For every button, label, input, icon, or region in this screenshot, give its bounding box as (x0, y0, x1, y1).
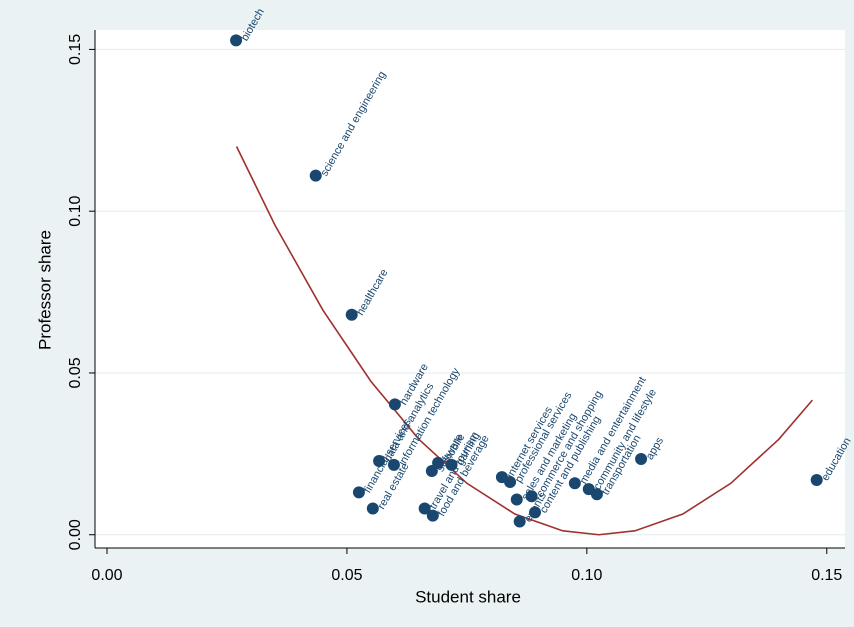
point (504, 475, 517, 488)
point (568, 477, 581, 490)
x-tick-label: 0.05 (331, 567, 362, 584)
point (352, 486, 365, 499)
point (345, 308, 358, 321)
point (529, 506, 542, 519)
point (810, 474, 823, 487)
x-tick-label: 0.10 (571, 567, 602, 584)
x-tick-label: 0.15 (811, 567, 842, 584)
point (373, 454, 386, 467)
point (230, 34, 243, 47)
x-tick-label: 0.00 (91, 567, 122, 584)
point (387, 458, 400, 471)
point (426, 509, 439, 522)
plot-area (95, 30, 845, 548)
point (513, 515, 526, 528)
point (425, 464, 438, 477)
point (366, 502, 379, 515)
y-axis-title: Professor share (35, 230, 54, 350)
point (525, 490, 538, 503)
point (388, 398, 401, 411)
x-axis-title: Student share (415, 587, 521, 606)
point (510, 493, 523, 506)
y-tick-label: 0.05 (67, 357, 84, 388)
y-tick-label: 0.00 (67, 519, 84, 550)
point (445, 458, 458, 471)
point (432, 456, 445, 469)
point (635, 453, 648, 466)
point (418, 502, 431, 515)
y-tick-label: 0.10 (67, 196, 84, 227)
fit-line (235, 146, 813, 536)
point (309, 169, 322, 182)
point (590, 488, 603, 501)
y-tick-label: 0.15 (67, 34, 84, 65)
